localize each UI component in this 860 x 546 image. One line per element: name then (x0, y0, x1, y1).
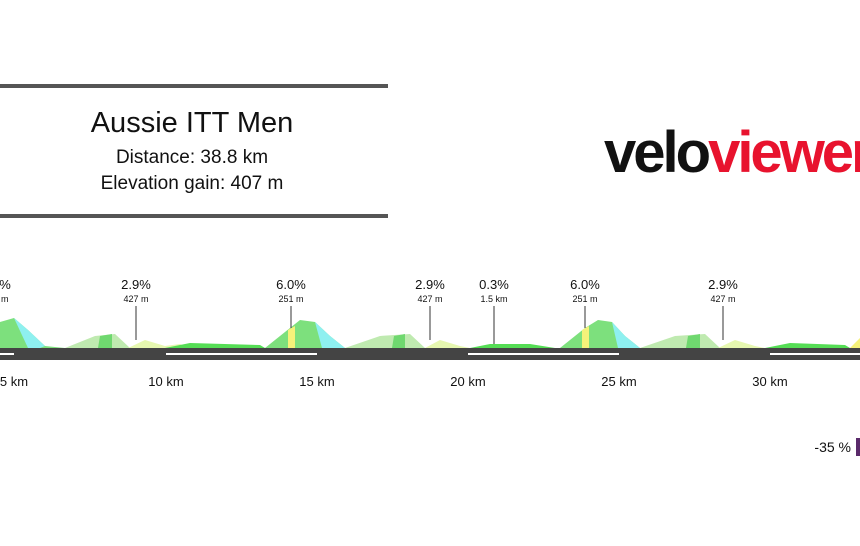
km-label: 20 km (450, 374, 485, 389)
climb-grade: 6.0% (0, 277, 11, 292)
climb-length: 427 m (417, 294, 442, 304)
hill (98, 334, 112, 348)
climb-length: 251 m (0, 294, 9, 304)
climb-length: 427 m (710, 294, 735, 304)
km-label: 10 km (148, 374, 183, 389)
climb-length: 1.5 km (480, 294, 507, 304)
climb-length: 251 m (572, 294, 597, 304)
km-label: 5 km (0, 374, 28, 389)
hill (128, 340, 190, 348)
logo-part: velo (604, 120, 710, 185)
elevation-gain: Elevation gain: 407 m (101, 173, 284, 194)
logo-part: viewer (708, 120, 860, 185)
hill (582, 326, 589, 348)
legend-swatch (856, 438, 860, 456)
hill (392, 334, 405, 348)
km-label: 15 km (299, 374, 334, 389)
distance-labels: 5 km 10 km 15 km 20 km 25 km 30 km (0, 374, 788, 389)
hill (0, 318, 65, 348)
climb-grade: 2.9% (121, 277, 151, 292)
hill (14, 318, 45, 348)
rule-top (0, 84, 388, 88)
road (0, 348, 860, 360)
climb-labels: 6.0% 251 m 2.9% 427 m 6.0% 251 m 2.9% 42… (0, 277, 738, 304)
distance: Distance: 38.8 km (116, 147, 268, 168)
hill (425, 340, 470, 348)
climb-length: 251 m (278, 294, 303, 304)
climb-grade: 2.9% (415, 277, 445, 292)
hill (718, 340, 765, 348)
climb-grade: 6.0% (570, 277, 600, 292)
hill (165, 343, 265, 348)
hill (850, 338, 860, 348)
hill (612, 322, 640, 348)
title: Aussie ITT Men (91, 107, 294, 139)
climb-grade: 0.3% (479, 277, 509, 292)
hill (765, 343, 850, 348)
hill (345, 334, 425, 348)
climb-grade: 2.9% (708, 277, 738, 292)
leaders (135, 306, 724, 344)
hill (288, 326, 295, 348)
km-label: 30 km (752, 374, 787, 389)
climb-grade: 6.0% (276, 277, 306, 292)
hill (315, 322, 345, 348)
hill (65, 334, 130, 348)
climb-length: 427 m (123, 294, 148, 304)
logo: veloviewer (604, 120, 860, 185)
rule-bottom (0, 214, 388, 218)
hill (686, 334, 700, 348)
hill (640, 334, 720, 348)
hill (470, 344, 555, 348)
km-label: 25 km (601, 374, 636, 389)
legend-label: -35 % (814, 439, 851, 455)
profile (0, 318, 860, 360)
